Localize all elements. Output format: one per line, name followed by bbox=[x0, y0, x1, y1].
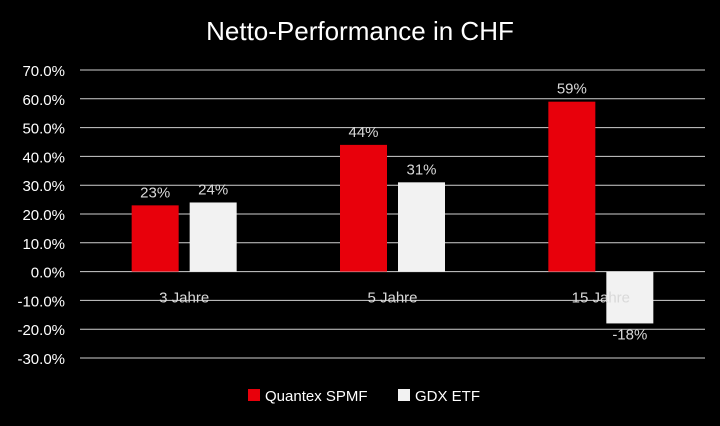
data-label: 59% bbox=[557, 81, 587, 98]
gridlines bbox=[80, 69, 705, 359]
bars bbox=[131, 101, 654, 324]
data-label: -18% bbox=[612, 326, 647, 343]
data-label: 31% bbox=[406, 161, 436, 178]
data-labels: 23% 24% 44% 31% 59% -18% bbox=[140, 81, 647, 344]
data-label: 23% bbox=[140, 184, 170, 201]
bar-gdx-etf bbox=[606, 271, 654, 324]
y-tick-label: -30.0% bbox=[17, 351, 65, 368]
bar-quantex-spmf bbox=[340, 144, 387, 272]
y-tick-label: 60.0% bbox=[22, 92, 65, 109]
y-tick-label: -10.0% bbox=[17, 293, 65, 310]
category-labels: 3 Jahre 5 Jahre 15 Jahre bbox=[159, 290, 630, 307]
bar-quantex-spmf bbox=[548, 101, 596, 272]
data-label: 44% bbox=[348, 124, 378, 141]
category-label: 5 Jahre bbox=[367, 290, 417, 307]
legend-label: Quantex SPMF bbox=[265, 388, 368, 405]
y-tick-label: -20.0% bbox=[17, 322, 65, 339]
data-label: 24% bbox=[198, 181, 228, 198]
legend-label: GDX ETF bbox=[415, 388, 480, 405]
y-tick-label: 40.0% bbox=[22, 149, 65, 166]
y-tick-label: 50.0% bbox=[22, 121, 65, 138]
y-tick-label: 20.0% bbox=[22, 207, 65, 224]
category-label: 15 Jahre bbox=[572, 290, 630, 307]
category-label: 3 Jahre bbox=[159, 290, 209, 307]
bar-quantex-spmf bbox=[131, 205, 179, 272]
y-axis-tick-labels: -30.0% -20.0% -10.0% 0.0% 10.0% 20.0% 30.0% 40.… bbox=[17, 63, 65, 368]
bar-gdx-etf bbox=[398, 182, 445, 272]
y-tick-label: 0.0% bbox=[31, 265, 65, 282]
legend: Quantex SPMF GDX ETF bbox=[248, 388, 480, 405]
y-tick-label: 10.0% bbox=[22, 236, 65, 253]
bar-gdx-etf bbox=[189, 202, 237, 272]
chart-title: Netto-Performance in CHF bbox=[206, 16, 514, 46]
legend-swatch bbox=[398, 389, 410, 401]
y-tick-label: 30.0% bbox=[22, 178, 65, 195]
legend-swatch bbox=[248, 389, 260, 401]
y-tick-label: 70.0% bbox=[22, 63, 65, 80]
